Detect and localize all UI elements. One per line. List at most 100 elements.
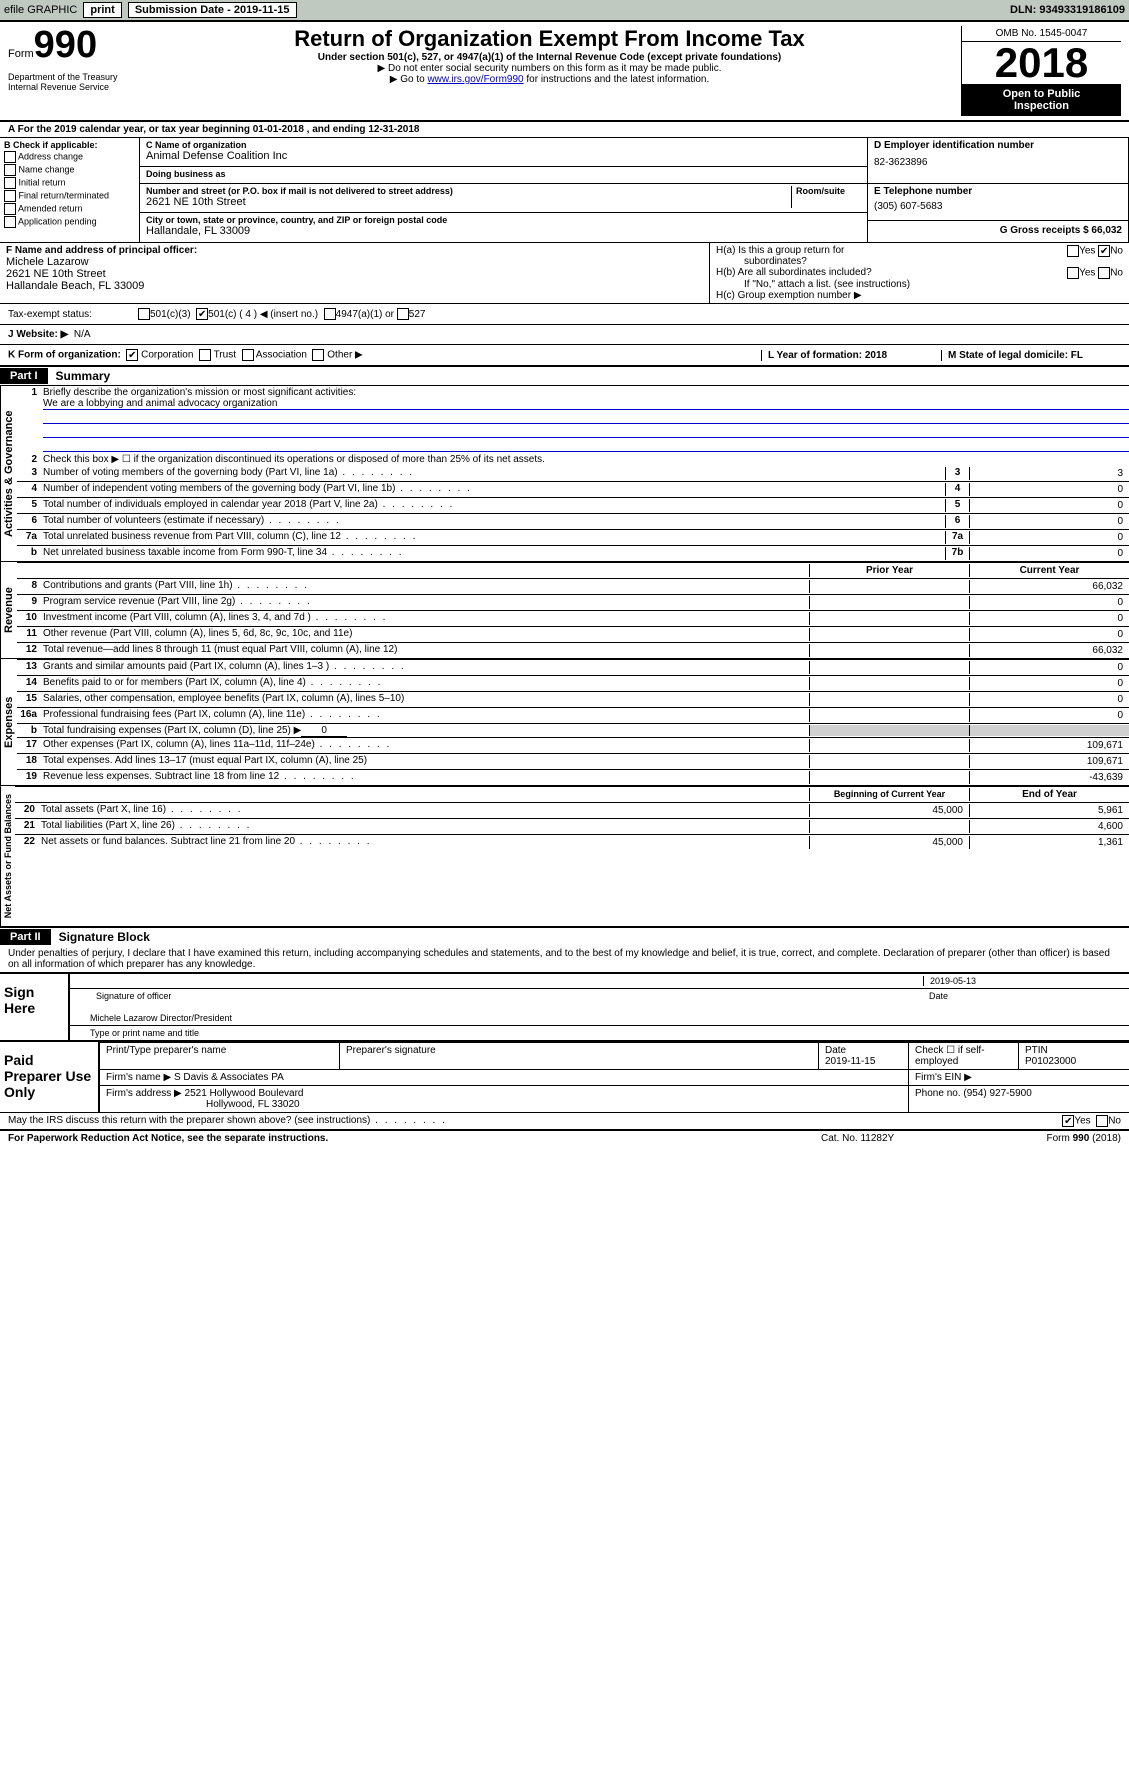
discuss-no: No (1108, 1116, 1121, 1127)
c11: 0 (969, 628, 1129, 641)
firm-addr1: 2521 Hollywood Boulevard (185, 1088, 304, 1099)
chk-amended[interactable]: Amended return (4, 203, 135, 215)
submission-date-button[interactable]: Submission Date - 2019-11-15 (128, 2, 297, 18)
phone-label: E Telephone number (874, 186, 1122, 197)
section-expenses: Expenses 13Grants and similar amounts pa… (0, 658, 1129, 785)
chk-trust[interactable] (199, 349, 211, 361)
hdr-current: Current Year (969, 564, 1129, 577)
prep-sig-label: Preparer's signature (340, 1043, 819, 1069)
l10: Investment income (Part VIII, column (A)… (43, 612, 809, 625)
row-fh: F Name and address of principal officer:… (0, 242, 1129, 303)
k-row: K Form of organization: ✔ Corporation Tr… (0, 344, 1129, 365)
preparer-block: Paid Preparer Use Only Print/Type prepar… (0, 1040, 1129, 1129)
form-subtitle: Under section 501(c), 527, or 4947(a)(1)… (138, 52, 961, 63)
hdr-prior: Prior Year (809, 564, 969, 577)
hc-label: H(c) Group exemption number ▶ (716, 290, 1123, 301)
tab-netassets: Net Assets or Fund Balances (0, 786, 15, 926)
c13: 0 (969, 661, 1129, 674)
chk-4947[interactable] (324, 308, 336, 320)
prep-date: 2019-11-15 (825, 1056, 902, 1067)
note2-post: for instructions and the latest informat… (524, 74, 710, 85)
form-header: Form990 Department of the Treasury Inter… (0, 22, 1129, 120)
agency-2: Internal Revenue Service (8, 82, 138, 92)
name-title-label: Type or print name and title (70, 1026, 1129, 1040)
footer-center: Cat. No. 11282Y (821, 1133, 971, 1144)
chk-527[interactable] (397, 308, 409, 320)
tab-expenses: Expenses (0, 659, 17, 785)
form-num: 990 (34, 24, 97, 66)
block-b: B Check if applicable: Address change Na… (0, 138, 140, 242)
website-value: N/A (74, 329, 91, 340)
sign-block: Sign Here 2019-05-13 Signature of office… (0, 972, 1129, 1040)
l15: Salaries, other compensation, employee b… (43, 693, 809, 706)
discuss-yes-chk[interactable]: ✔ (1062, 1115, 1074, 1127)
print-button[interactable]: print (83, 2, 121, 18)
l13: Grants and similar amounts paid (Part IX… (43, 661, 809, 674)
insp-2: Inspection (966, 100, 1117, 112)
footer-left: For Paperwork Reduction Act Notice, see … (8, 1133, 821, 1144)
room-label: Room/suite (796, 186, 861, 196)
l20: Total assets (Part X, line 16) (41, 804, 809, 817)
form-title: Return of Organization Exempt From Incom… (138, 26, 961, 52)
dln-label: DLN: 93493319186109 (1010, 4, 1125, 16)
website-row: J Website: ▶ N/A (0, 324, 1129, 344)
k-assoc: Association (256, 350, 307, 361)
l21: Total liabilities (Part X, line 26) (41, 820, 809, 833)
l7b-text: Net unrelated business taxable income fr… (43, 547, 945, 560)
tax-status-row: Tax-exempt status: 501(c)(3) ✔ 501(c) ( … (0, 303, 1129, 324)
org-name: Animal Defense Coalition Inc (146, 150, 861, 162)
addr-value: 2621 NE 10th Street (146, 196, 791, 208)
irs-link[interactable]: www.irs.gov/Form990 (427, 74, 523, 85)
chk-final[interactable]: Final return/terminated (4, 190, 135, 202)
l22: Net assets or fund balances. Subtract li… (41, 836, 809, 849)
note2-pre: ▶ Go to (390, 74, 428, 85)
c17: 109,671 (969, 739, 1129, 752)
chk-other[interactable] (312, 349, 324, 361)
self-employed-label: Check ☐ if self-employed (909, 1043, 1019, 1069)
c22: 1,361 (969, 836, 1129, 849)
officer-addr2: Hallandale Beach, FL 33009 (6, 280, 703, 292)
l16b-wrap: Total fundraising expenses (Part IX, col… (43, 725, 809, 736)
b20: 45,000 (809, 804, 969, 817)
l14: Benefits paid to or for members (Part IX… (43, 677, 809, 690)
date-label: Date (923, 991, 1123, 1001)
ha-1: H(a) Is this a group return for (716, 245, 844, 256)
chk-address[interactable]: Address change (4, 151, 135, 163)
v5: 0 (969, 499, 1129, 512)
v6: 0 (969, 515, 1129, 528)
block-h: H(a) Is this a group return forsubordina… (709, 243, 1129, 303)
section-netassets: Net Assets or Fund Balances Beginning of… (0, 785, 1129, 926)
perjury-text: Under penalties of perjury, I declare th… (0, 946, 1129, 972)
chk-assoc[interactable] (242, 349, 254, 361)
addr-label: Number and street (or P.O. box if mail i… (146, 186, 791, 196)
chk-initial[interactable]: Initial return (4, 177, 135, 189)
b21 (809, 820, 969, 833)
hb-label: H(b) Are all subordinates included? (716, 267, 1067, 279)
chk-corp[interactable]: ✔ (126, 349, 138, 361)
b-amend: Amended return (18, 203, 83, 213)
note-1: ▶ Do not enter social security numbers o… (138, 63, 961, 74)
firm-name: S Davis & Associates PA (174, 1072, 284, 1083)
phone-value: (305) 607-5683 (874, 201, 1122, 212)
chk-pending[interactable]: Application pending (4, 216, 135, 228)
v3: 3 (969, 467, 1129, 480)
k-trust: Trust (214, 350, 236, 361)
chk-501c[interactable]: ✔ (196, 308, 208, 320)
c9: 0 (969, 596, 1129, 609)
chk-501c3[interactable] (138, 308, 150, 320)
b-init: Initial return (19, 177, 66, 187)
c15: 0 (969, 693, 1129, 706)
discuss-no-chk[interactable] (1096, 1115, 1108, 1127)
tax-o4: 527 (409, 309, 426, 320)
dba-label: Doing business as (146, 169, 861, 179)
discuss-row: May the IRS discuss this return with the… (0, 1112, 1129, 1129)
l6-text: Total number of volunteers (estimate if … (43, 515, 945, 528)
hb-yes: Yes (1079, 268, 1095, 279)
info-block: B Check if applicable: Address change Na… (0, 137, 1129, 242)
chk-name[interactable]: Name change (4, 164, 135, 176)
c8: 66,032 (969, 580, 1129, 593)
ha-yes: Yes (1079, 246, 1095, 257)
firm-label: Firm's name ▶ (106, 1072, 171, 1083)
ein-label: D Employer identification number (874, 140, 1122, 151)
city-label: City or town, state or province, country… (146, 215, 861, 225)
